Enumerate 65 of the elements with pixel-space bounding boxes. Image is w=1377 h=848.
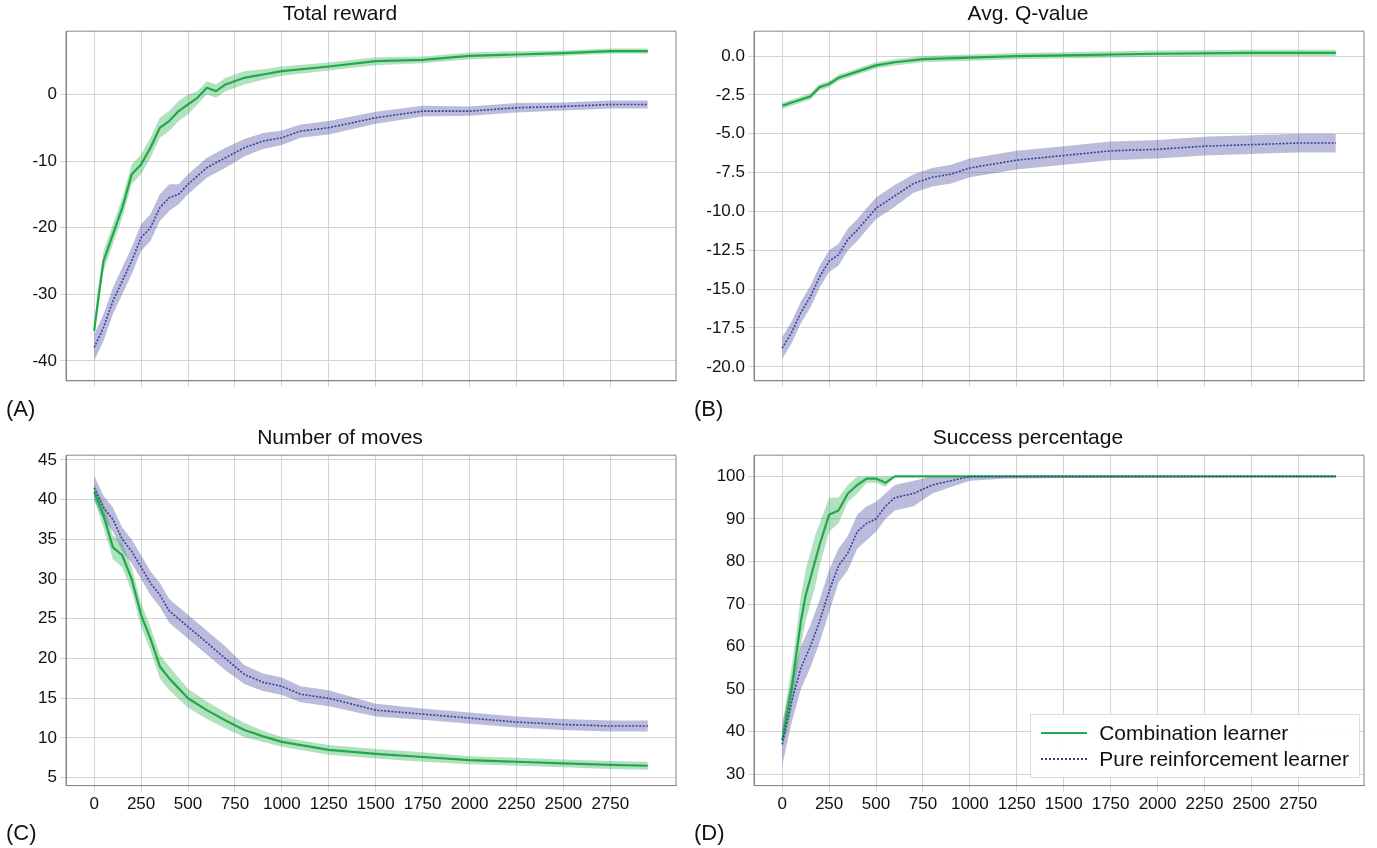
y-tick-label: -17.5 (706, 317, 745, 337)
y-tick-label: 5 (47, 767, 57, 787)
x-tick-label: 0 (89, 794, 99, 814)
y-tick-label: 40 (726, 721, 745, 741)
chart-title: Total reward (282, 1, 398, 25)
x-tick-label: 2750 (591, 794, 630, 814)
y-tick-label: 45 (38, 449, 57, 469)
chart-title: Success percentage (932, 425, 1124, 449)
y-tick-label: -20 (32, 217, 57, 237)
y-tick-label: 20 (38, 648, 57, 668)
y-tick-label: 100 (716, 466, 745, 486)
y-tick-label: 50 (726, 678, 745, 698)
x-tick-label: 1750 (1091, 794, 1130, 814)
y-tick-label: -15.0 (706, 278, 745, 298)
x-tick-label: 2500 (544, 794, 583, 814)
y-tick-label: 70 (726, 593, 745, 613)
y-tick-label: 10 (38, 727, 57, 747)
y-tick-label: 25 (38, 608, 57, 628)
y-tick-label: 0 (47, 84, 57, 104)
y-tick-label: 30 (38, 568, 57, 588)
x-tick-label: 750 (908, 794, 938, 814)
y-tick-label: -5.0 (715, 123, 745, 143)
text: (A) (6, 396, 36, 422)
x-tick-label: 1250 (309, 794, 348, 814)
x-tick-label: 750 (220, 794, 250, 814)
y-tick-label: 40 (38, 489, 57, 509)
x-tick-label: 1000 (950, 794, 989, 814)
text: (D) (694, 820, 725, 846)
x-tick-label: 1000 (262, 794, 301, 814)
x-tick-label: 2000 (450, 794, 489, 814)
x-tick-label: 2250 (497, 794, 536, 814)
x-tick-label: 250 (126, 794, 156, 814)
y-tick-label: -12.5 (706, 239, 745, 259)
y-tick-label: -30 (32, 283, 57, 303)
y-tick-label: 80 (726, 551, 745, 571)
y-tick-label: -40 (32, 350, 57, 370)
x-tick-label: 250 (814, 794, 844, 814)
chart-title: Avg. Q-value (967, 1, 1089, 25)
x-tick-label: 2500 (1232, 794, 1271, 814)
y-tick-label: 15 (38, 687, 57, 707)
y-tick-label: -10.0 (706, 201, 745, 221)
y-tick-label: -2.5 (715, 84, 745, 104)
y-tick-label: 90 (726, 508, 745, 528)
x-tick-label: 2250 (1185, 794, 1224, 814)
text: (C) (6, 820, 37, 846)
x-tick-label: 2000 (1138, 794, 1177, 814)
y-tick-label: -10 (32, 150, 57, 170)
x-tick-label: 500 (173, 794, 203, 814)
chart-title: Number of moves (257, 425, 423, 449)
text: (B) (694, 396, 724, 422)
y-tick-label: 35 (38, 529, 57, 549)
x-tick-label: 1750 (403, 794, 442, 814)
y-tick-label: -20.0 (706, 356, 745, 376)
x-tick-label: 1500 (1044, 794, 1083, 814)
x-tick-label: 1250 (997, 794, 1036, 814)
x-tick-label: 1500 (356, 794, 395, 814)
x-tick-label: 2750 (1279, 794, 1318, 814)
x-tick-label: 0 (777, 794, 787, 814)
legend-label: Combination learner (1099, 721, 1289, 745)
y-tick-label: 30 (726, 763, 745, 783)
y-tick-label: 0.0 (721, 45, 745, 65)
legend-label: Pure reinforcement learner (1099, 747, 1349, 771)
y-tick-label: 60 (726, 636, 745, 656)
y-tick-label: -7.5 (715, 162, 745, 182)
x-tick-label: 500 (861, 794, 891, 814)
